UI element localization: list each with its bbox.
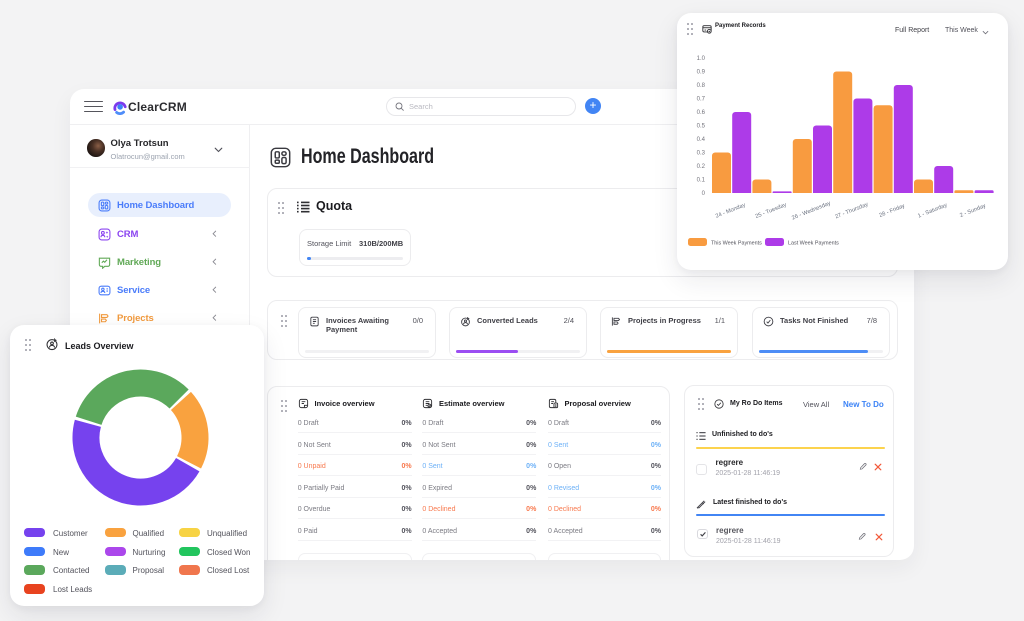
svg-text:25 - Tuesday: 25 - Tuesday bbox=[755, 202, 788, 220]
svg-text:2 - Sunday: 2 - Sunday bbox=[959, 203, 987, 219]
svg-text:24 - Monday: 24 - Monday bbox=[715, 202, 747, 219]
svg-text:0: 0 bbox=[702, 191, 706, 197]
svg-text:0.4: 0.4 bbox=[697, 137, 706, 143]
svg-text:0.8: 0.8 bbox=[697, 83, 706, 89]
svg-text:0.7: 0.7 bbox=[697, 97, 706, 103]
svg-text:0.3: 0.3 bbox=[697, 151, 706, 157]
svg-text:27 - Thursday: 27 - Thursday bbox=[834, 202, 869, 221]
svg-text:1 - Saturday: 1 - Saturday bbox=[917, 202, 948, 219]
svg-text:1.0: 1.0 bbox=[697, 56, 706, 62]
svg-text:0.6: 0.6 bbox=[697, 110, 706, 116]
svg-text:Last Week Payments: Last Week Payments bbox=[788, 241, 839, 247]
svg-text:0.9: 0.9 bbox=[697, 70, 706, 76]
svg-text:28 - Friday: 28 - Friday bbox=[878, 203, 906, 219]
svg-text:0.1: 0.1 bbox=[697, 178, 706, 184]
svg-text:0.2: 0.2 bbox=[697, 164, 706, 170]
svg-text:0.5: 0.5 bbox=[697, 124, 706, 130]
svg-text:26 - Wednesday: 26 - Wednesday bbox=[791, 200, 832, 221]
svg-text:This Week Payments: This Week Payments bbox=[711, 241, 762, 247]
